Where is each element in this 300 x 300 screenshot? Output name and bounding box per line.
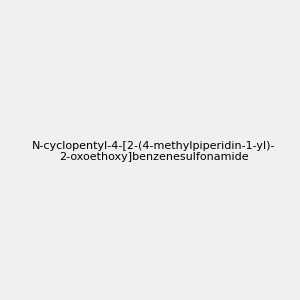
Text: N-cyclopentyl-4-[2-(4-methylpiperidin-1-yl)-
2-oxoethoxy]benzenesulfonamide: N-cyclopentyl-4-[2-(4-methylpiperidin-1-…	[32, 141, 275, 162]
